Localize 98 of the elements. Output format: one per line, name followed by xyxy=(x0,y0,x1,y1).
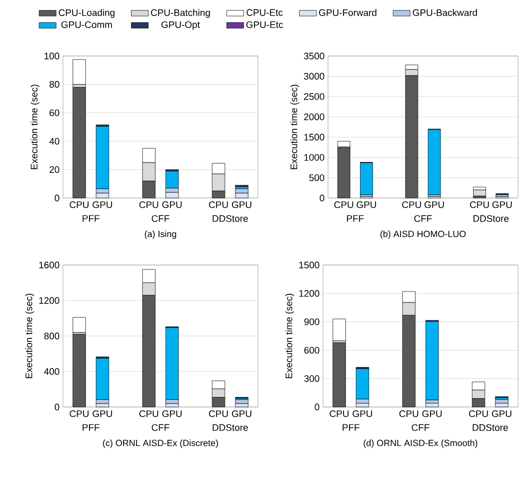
y-tick-label: 900 xyxy=(304,318,320,326)
y-tick-label: 1200 xyxy=(299,290,320,297)
x-axis-title: (b) AISD HOMO-LUO xyxy=(380,230,466,239)
text: PFF xyxy=(82,424,100,431)
y-tick-label: 3500 xyxy=(304,52,324,60)
y-tick-label: 1200 xyxy=(39,297,60,304)
y-tick-label: 2000 xyxy=(304,114,324,120)
y-axis-title: Execution time (sec) xyxy=(285,294,294,378)
bar xyxy=(235,192,248,198)
x-tick-label: CPU xyxy=(470,201,489,208)
x-tick-label: CPU xyxy=(70,201,89,208)
bar xyxy=(166,327,179,400)
x-tick-label: GPU xyxy=(352,410,372,418)
y-tick-label: 0 xyxy=(320,194,324,202)
y-axis-title: Execution time (sec) xyxy=(290,84,300,170)
text: CFF xyxy=(414,215,432,222)
y-tick-label: 400 xyxy=(44,368,60,375)
x-tick-label: CPU xyxy=(139,410,158,418)
legend-label: CPU-Batching xyxy=(150,9,210,18)
x-tick-label: GPU xyxy=(92,410,112,418)
y-tick-label: 1500 xyxy=(304,134,324,140)
bar xyxy=(235,399,248,404)
legend-label: GPU-Forward xyxy=(319,9,376,16)
x-tick-label: CPU xyxy=(330,410,349,418)
x-tick-label: GPU xyxy=(356,201,376,208)
bar xyxy=(332,318,346,341)
x-tick-label: GPU xyxy=(422,410,442,418)
y-tick-label: 60 xyxy=(50,109,60,116)
y-tick-label: 0 xyxy=(54,404,60,410)
x-tick-label: CPU xyxy=(70,410,89,418)
bar xyxy=(166,192,179,198)
x-tick-label: GPU xyxy=(492,201,512,208)
x-tick-label: GPU xyxy=(424,201,444,208)
x-axis-title: (d) ORNL AISD-Ex (Smooth) xyxy=(364,440,478,448)
y-axis-title: Execution time (sec) xyxy=(30,84,40,170)
text: DDStore xyxy=(212,215,248,222)
x-tick-label: CPU xyxy=(469,410,488,418)
y-axis-title: Execution time (sec) xyxy=(25,294,34,378)
x-tick-label: CPU xyxy=(209,201,228,208)
bar xyxy=(166,170,179,188)
y-tick-label: 800 xyxy=(44,332,60,340)
x-axis-title: (a) Ising xyxy=(144,230,176,239)
y-tick-label: 600 xyxy=(304,346,320,354)
legend-label: GPU-Opt xyxy=(161,21,200,30)
y-tick-label: 2500 xyxy=(304,93,324,100)
x-tick-label: CPU xyxy=(402,201,421,208)
bar xyxy=(96,358,110,400)
bar xyxy=(360,162,373,195)
y-tick-label: 1600 xyxy=(39,262,60,268)
y-tick-label: 500 xyxy=(309,174,324,182)
bar xyxy=(495,403,508,408)
bar xyxy=(332,342,346,408)
bar xyxy=(72,59,86,85)
x-tick-label: GPU xyxy=(232,201,252,208)
y-tick-label: 80 xyxy=(50,81,60,88)
bar xyxy=(473,190,486,196)
legend-label: GPU-Etc xyxy=(246,21,283,28)
x-tick-label: GPU xyxy=(92,201,112,208)
bar xyxy=(356,403,370,408)
x-tick-label: GPU xyxy=(492,410,512,418)
y-tick-label: 0 xyxy=(314,404,320,410)
x-axis-title: (c) ORNL AISD-Ex (Discrete) xyxy=(103,440,218,448)
y-tick-label: 40 xyxy=(49,138,60,145)
text: CFF xyxy=(152,215,170,222)
text: DDStore xyxy=(473,215,509,222)
y-tick-label: 100 xyxy=(44,52,60,60)
text: DDStore xyxy=(472,424,508,431)
x-tick-label: GPU xyxy=(162,410,182,418)
text: CFF xyxy=(152,424,170,431)
text: DDStore xyxy=(212,424,248,431)
bar xyxy=(72,87,86,198)
legend-label: CPU-Loading xyxy=(58,9,114,18)
y-tick-label: 0 xyxy=(54,194,60,202)
x-tick-label: GPU xyxy=(162,201,182,208)
bar xyxy=(426,321,439,400)
bar xyxy=(426,403,439,408)
bar xyxy=(235,403,248,408)
bar xyxy=(428,129,441,195)
legend-label: GPU-Comm xyxy=(61,21,112,28)
bar xyxy=(166,403,179,408)
text: CFF xyxy=(412,424,430,431)
x-tick-label: GPU xyxy=(232,410,252,418)
text: PFF xyxy=(346,215,364,222)
y-tick-label: 20 xyxy=(50,166,60,173)
bar xyxy=(96,192,110,198)
bar xyxy=(356,368,370,400)
x-tick-label: CPU xyxy=(334,201,354,208)
y-tick-label: 3000 xyxy=(304,72,324,80)
y-tick-label: 300 xyxy=(304,375,320,382)
text: PFF xyxy=(342,424,360,431)
x-tick-label: CPU xyxy=(209,410,228,418)
legend-label: CPU-Etc xyxy=(246,9,283,16)
x-tick-label: CPU xyxy=(399,410,418,418)
y-tick-label: 1500 xyxy=(299,262,320,268)
x-tick-label: CPU xyxy=(139,201,158,208)
legend-label: GPU-Backward xyxy=(412,9,477,16)
y-tick-label: 1000 xyxy=(304,154,324,161)
text: PFF xyxy=(82,215,100,222)
